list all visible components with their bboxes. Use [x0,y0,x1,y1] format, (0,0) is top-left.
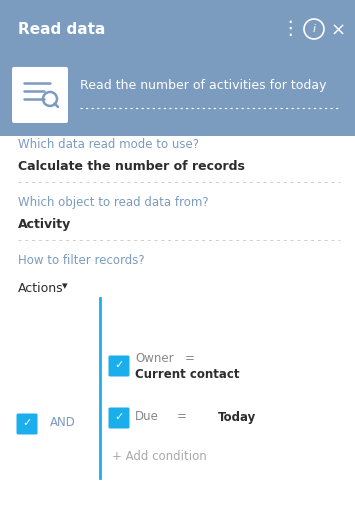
Text: Which data read mode to use?: Which data read mode to use? [18,138,199,151]
Text: + Add condition: + Add condition [112,450,207,464]
Text: Due: Due [135,410,159,424]
Text: Owner: Owner [135,352,174,365]
Text: Current contact: Current contact [135,368,240,382]
Text: ✓: ✓ [114,360,124,370]
Text: Calculate the number of records: Calculate the number of records [18,160,245,173]
FancyBboxPatch shape [109,407,130,428]
Text: Read data: Read data [18,22,105,37]
Text: =: = [177,410,187,424]
Text: Actions: Actions [18,282,64,295]
Text: ✓: ✓ [22,418,32,428]
FancyBboxPatch shape [0,0,355,136]
FancyBboxPatch shape [109,356,130,377]
Text: Activity: Activity [18,218,71,231]
Text: Which object to read data from?: Which object to read data from? [18,196,209,209]
Text: AND: AND [50,417,76,429]
Text: ✓: ✓ [114,412,124,422]
FancyBboxPatch shape [12,67,68,123]
Text: How to filter records?: How to filter records? [18,254,144,267]
Text: =: = [185,352,195,365]
Text: i: i [312,24,316,34]
Text: ×: × [331,22,345,40]
Text: ▾: ▾ [62,281,67,291]
Text: Read the number of activities for today: Read the number of activities for today [80,79,327,92]
FancyBboxPatch shape [16,413,38,435]
Text: ⋮: ⋮ [280,19,300,38]
Text: Today: Today [218,410,256,424]
